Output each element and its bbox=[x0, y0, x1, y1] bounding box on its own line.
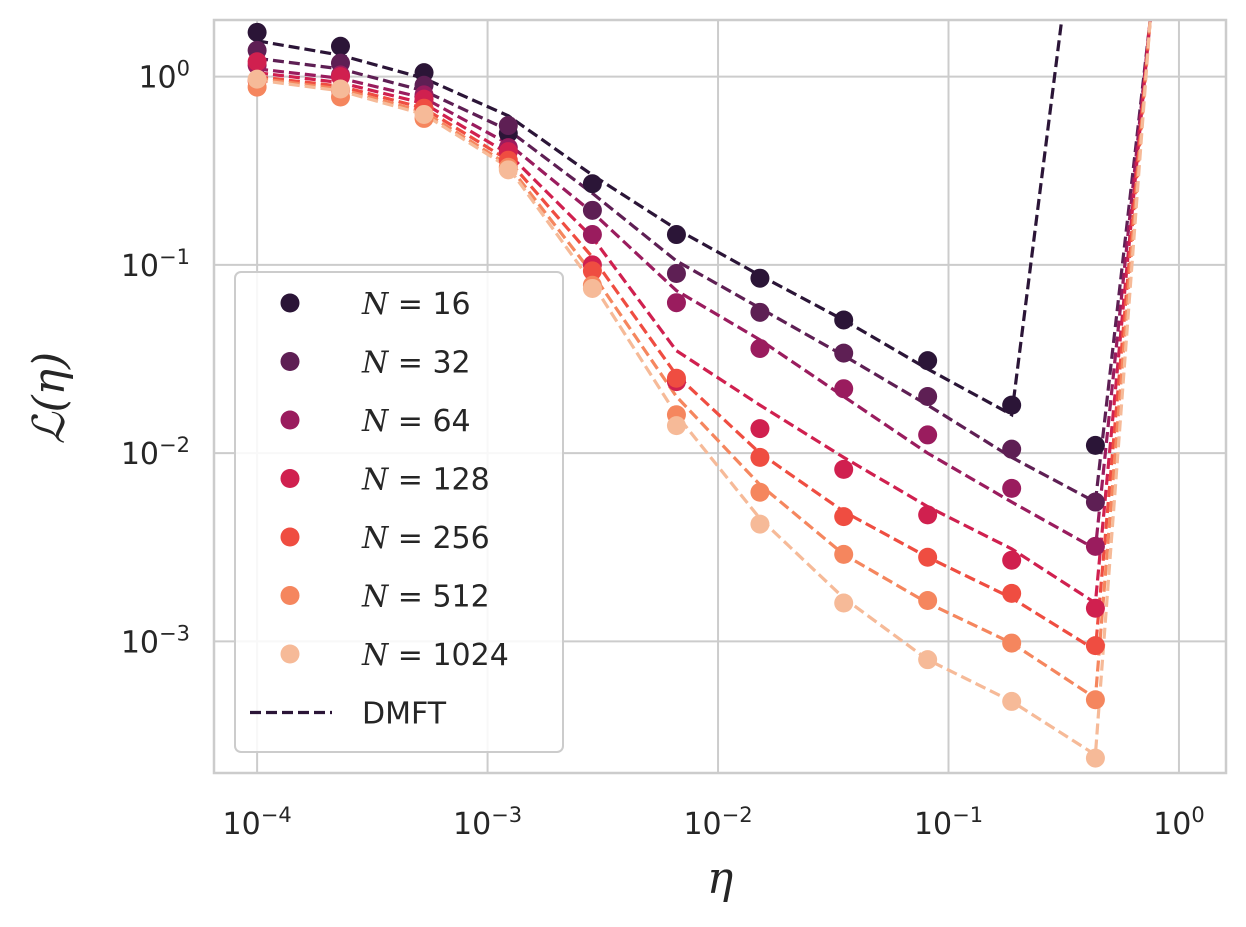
data-point-1024 bbox=[330, 79, 350, 99]
data-point-1024 bbox=[1085, 748, 1105, 768]
data-point-32 bbox=[582, 200, 602, 220]
data-point-64 bbox=[834, 379, 854, 399]
data-point-256 bbox=[918, 547, 938, 567]
data-point-64 bbox=[750, 338, 770, 358]
data-point-256 bbox=[582, 261, 602, 281]
legend-marker bbox=[280, 527, 300, 547]
y-tick-label: 10−3 bbox=[121, 621, 190, 660]
dmft-line-1024 bbox=[256, 20, 1152, 758]
legend-entry-label: N = 256 bbox=[361, 521, 490, 556]
legend-marker bbox=[280, 352, 300, 371]
data-point-64 bbox=[582, 225, 602, 245]
x-tick-label: 10−4 bbox=[223, 803, 292, 842]
legend-entry-label: N = 1024 bbox=[361, 638, 509, 673]
data-point-256 bbox=[1002, 583, 1022, 603]
data-point-1024 bbox=[834, 593, 854, 613]
x-tick-label: 100 bbox=[1153, 803, 1205, 842]
data-point-64 bbox=[918, 425, 938, 445]
data-point-1024 bbox=[414, 104, 434, 124]
gridlines bbox=[214, 20, 1226, 773]
data-point-16 bbox=[1085, 435, 1105, 455]
legend-box bbox=[234, 271, 564, 753]
legend-marker bbox=[280, 644, 300, 664]
y-tick-label: 100 bbox=[138, 57, 190, 96]
data-point-128 bbox=[750, 419, 770, 439]
data-point-16 bbox=[918, 351, 938, 371]
data-point-16 bbox=[247, 22, 267, 42]
data-point-16 bbox=[1002, 395, 1022, 415]
legend-marker bbox=[280, 586, 300, 605]
data-point-1024 bbox=[582, 278, 602, 298]
data-point-32 bbox=[1002, 439, 1022, 459]
data-point-512 bbox=[834, 544, 854, 564]
dmft-line-32 bbox=[256, 20, 1152, 505]
data-point-64 bbox=[1002, 478, 1022, 498]
legend: N = 16 N = 32 N = 64 N = 128 N = 256 N = 512 N… bbox=[234, 271, 564, 753]
x-tick-label: 10−1 bbox=[914, 803, 983, 842]
data-point-256 bbox=[750, 447, 770, 467]
data-point-16 bbox=[750, 268, 770, 288]
data-point-32 bbox=[1085, 492, 1105, 512]
dmft-line-512 bbox=[256, 20, 1152, 701]
data-point-128 bbox=[1085, 598, 1105, 618]
data-point-32 bbox=[750, 302, 770, 322]
data-point-128 bbox=[247, 52, 267, 72]
data-markers bbox=[247, 22, 1105, 768]
legend-entry-label: N = 512 bbox=[361, 580, 490, 615]
dmft-line-64 bbox=[256, 20, 1152, 552]
data-point-1024 bbox=[750, 514, 770, 534]
legend-entry-label: N = 16 bbox=[361, 287, 471, 322]
data-point-64 bbox=[666, 293, 686, 313]
y-axis-label: ℒ(η) bbox=[24, 352, 75, 444]
data-point-1024 bbox=[666, 416, 686, 436]
data-point-32 bbox=[666, 264, 686, 284]
x-tick-label: 10−3 bbox=[453, 803, 522, 842]
dmft-line-128 bbox=[256, 20, 1152, 606]
data-point-32 bbox=[498, 116, 518, 136]
y-tick-label: 10−1 bbox=[121, 245, 190, 284]
legend-entry-label: N = 128 bbox=[361, 463, 490, 498]
data-point-128 bbox=[918, 505, 938, 525]
data-point-512 bbox=[1085, 690, 1105, 710]
data-point-512 bbox=[1002, 633, 1022, 653]
plot-frame bbox=[212, 18, 1228, 775]
dmft-line-256 bbox=[256, 20, 1152, 653]
data-point-1024 bbox=[1002, 691, 1022, 711]
data-point-512 bbox=[750, 482, 770, 502]
data-point-256 bbox=[666, 368, 686, 388]
data-point-256 bbox=[834, 507, 854, 527]
x-tick-label: 10−2 bbox=[683, 803, 752, 842]
data-point-256 bbox=[1085, 636, 1105, 656]
data-point-128 bbox=[834, 459, 854, 479]
data-point-16 bbox=[582, 174, 602, 194]
data-point-32 bbox=[834, 343, 854, 363]
x-axis-ticks: 10−4 10−3 10−2 10−1 100 bbox=[223, 803, 1205, 842]
legend-entry-label: N = 64 bbox=[361, 404, 471, 439]
data-point-16 bbox=[834, 310, 854, 330]
legend-marker bbox=[280, 293, 300, 313]
data-point-16 bbox=[666, 225, 686, 245]
legend-marker bbox=[280, 469, 300, 488]
data-point-16 bbox=[330, 36, 350, 56]
data-point-32 bbox=[918, 387, 938, 406]
legend-entry-label: N = 32 bbox=[361, 346, 471, 381]
data-point-128 bbox=[1002, 550, 1022, 570]
y-axis-ticks: 100 10−1 10−2 10−3 bbox=[121, 57, 190, 661]
data-point-1024 bbox=[918, 650, 938, 670]
data-point-1024 bbox=[498, 160, 518, 180]
y-tick-label: 10−2 bbox=[121, 433, 190, 472]
legend-marker bbox=[280, 410, 300, 430]
data-point-64 bbox=[1085, 536, 1105, 556]
data-point-512 bbox=[918, 590, 938, 610]
data-point-1024 bbox=[247, 69, 267, 89]
dmft-curves bbox=[256, 20, 1152, 758]
x-axis-label: η bbox=[707, 853, 733, 904]
legend-dmft-label: DMFT bbox=[362, 697, 447, 732]
plot-content bbox=[247, 20, 1152, 768]
